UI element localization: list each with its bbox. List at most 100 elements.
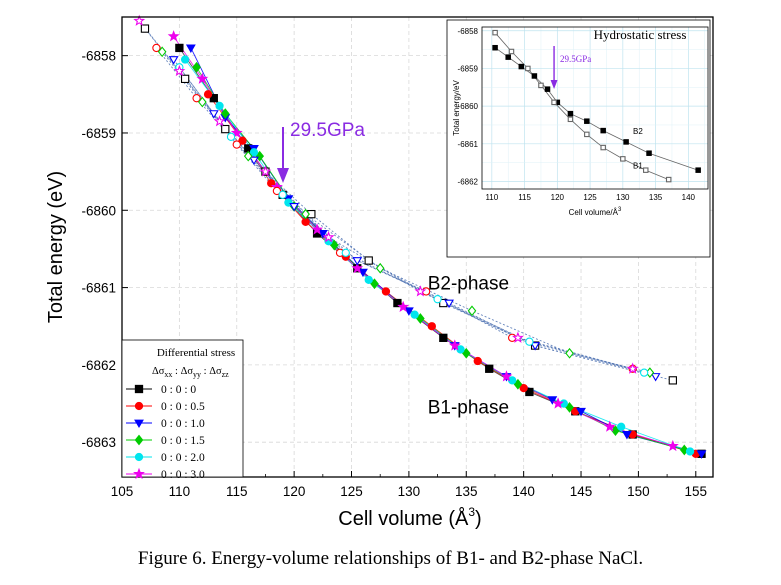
- y-tick-label: -6858: [81, 49, 116, 64]
- legend-marker-2: [134, 419, 144, 429]
- data-point-b2-10-6: [639, 368, 649, 377]
- x-tick-label: 125: [340, 484, 363, 499]
- inset-chart: 110 115 120 125 130 135 140 -6858 -6859 -6860 -686…: [446, 19, 711, 258]
- data-point-b2-8-1: [208, 110, 219, 119]
- main-plot-border: [121, 16, 714, 478]
- data-point-b1-2-0: [185, 44, 196, 53]
- data-point-b1-2-4: [317, 230, 328, 239]
- data-point-b1-5-5: [351, 262, 364, 274]
- inset-y-tick-label: -6860: [458, 102, 479, 111]
- data-point-b1-2-11: [622, 431, 632, 440]
- legend-entry-label: 0 : 0 : 0: [161, 384, 196, 396]
- inset-x-tick-label: 115: [518, 193, 531, 202]
- legend-entry-label: 0 : 0 : 1.5: [161, 435, 205, 447]
- data-point-b1-4-0: [180, 55, 190, 64]
- legend-marker-3: [134, 434, 144, 446]
- data-point-b2-9-0: [157, 46, 167, 58]
- data-point-b2-8-2: [249, 156, 259, 166]
- inset-x-tick-label: 110: [485, 193, 498, 202]
- data-point-b1-0-1: [209, 94, 218, 103]
- data-point-b2-10-2: [278, 190, 287, 199]
- data-point-b1-0-9: [525, 387, 534, 397]
- inset-x-tick-label: 140: [682, 193, 696, 202]
- y-tick-label: -6860: [81, 203, 116, 218]
- data-point-b1-5-6: [397, 300, 410, 312]
- data-point-b2-10-5: [525, 337, 534, 346]
- y-tick-label: -6861: [81, 281, 116, 296]
- inset-grid: [482, 27, 708, 189]
- y-tick-label: -6863: [81, 435, 116, 450]
- data-point-b1-4-11: [685, 447, 695, 456]
- data-point-b2-8-6: [530, 342, 541, 351]
- inset-y-tick-label: -6862: [458, 177, 479, 186]
- inset-pressure-arrow-head: [550, 80, 558, 89]
- y-tick-label: -6859: [81, 126, 116, 141]
- series-line-b2-11: [138, 20, 633, 370]
- inset-point-b2-10: [646, 150, 652, 156]
- inset-point-b1-1: [508, 48, 515, 55]
- data-point-b1-1-0: [203, 90, 213, 99]
- data-point-b2-11-0: [133, 14, 146, 26]
- data-point-b2-6-1: [180, 74, 190, 83]
- data-point-b1-5-8: [500, 370, 513, 382]
- x-tick-label: 150: [627, 484, 650, 499]
- data-point-b1-2-6: [403, 307, 414, 316]
- data-point-b2-8-3: [289, 202, 300, 212]
- inset-point-b1-4: [551, 99, 557, 106]
- x-tick-label: 135: [455, 484, 478, 499]
- data-point-b1-4-6: [410, 310, 419, 319]
- data-point-b1-0-0: [175, 43, 184, 53]
- b1-phase-label: B1-phase: [428, 397, 509, 418]
- data-point-b2-11-7: [626, 362, 639, 374]
- data-point-b1-4-10: [617, 422, 626, 431]
- inset-annotations: 29.5GPa B2 B1: [550, 46, 643, 170]
- data-point-b2-6-0: [140, 24, 150, 33]
- data-point-b2-9-5: [467, 305, 477, 317]
- data-point-b1-0-7: [439, 333, 448, 342]
- inset-y-axis-label: Total energy/eV: [452, 80, 461, 136]
- data-point-b2-6-2: [221, 124, 230, 134]
- x-tick-label: 145: [570, 484, 593, 499]
- data-point-b2-11-4: [322, 231, 335, 243]
- inset-point-b2-2: [518, 63, 525, 70]
- data-point-b2-11-1: [173, 64, 186, 77]
- inset-point-b2-1: [505, 54, 511, 60]
- legend-marker-1: [134, 401, 144, 411]
- inset-y-tick-label: -6859: [458, 64, 479, 73]
- inset-point-b2-4: [544, 86, 551, 92]
- inset-b1-label: B1: [633, 161, 643, 170]
- inset-pressure-annotation: 29.5GPa: [560, 54, 591, 64]
- data-point-b2-11-2: [213, 115, 226, 127]
- data-point-b2-7-2: [232, 140, 241, 149]
- legend-entry-label: 0 : 0 : 2.0: [161, 452, 205, 464]
- inset-x-tick-label: 135: [649, 193, 663, 202]
- x-tick-label: 105: [111, 484, 134, 499]
- b2-phase-label: B2-phase: [428, 274, 509, 295]
- data-point-b1-2-10: [576, 407, 586, 417]
- data-point-b1-5-11: [666, 439, 679, 452]
- data-point-b2-11-5: [414, 285, 427, 297]
- inset-point-b2-11: [695, 167, 701, 173]
- data-point-b2-9-4: [375, 262, 385, 274]
- data-point-b2-7-1: [192, 94, 201, 103]
- data-point-b2-10-3: [341, 248, 350, 257]
- data-point-b2-9-6: [565, 347, 574, 359]
- data-point-b1-3-11: [680, 444, 689, 456]
- data-point-b1-1-1: [238, 136, 247, 145]
- data-point-b2-8-4: [352, 257, 363, 266]
- x-tick-label: 110: [169, 484, 191, 499]
- data-point-b1-2-5: [358, 268, 368, 278]
- data-point-b2-6-5: [364, 256, 373, 265]
- x-axis-label: Cell volume (Å3): [338, 505, 481, 530]
- data-point-b1-0-6: [393, 298, 402, 308]
- data-point-b1-5-4: [311, 223, 324, 235]
- legend-entry-label: 0 : 0 : 0.5: [161, 401, 205, 413]
- data-point-b2-8-5: [444, 299, 454, 309]
- inset-point-b1-8: [620, 156, 626, 162]
- data-point-b1-5-9: [552, 397, 565, 409]
- inset-point-b1-5: [567, 116, 574, 123]
- legend-header: Δσxx : Δσyy : Δσzz: [152, 366, 229, 379]
- data-point-b1-4-5: [364, 275, 373, 285]
- inset-point-b2-0: [492, 44, 498, 51]
- data-point-b2-11-3: [259, 165, 272, 177]
